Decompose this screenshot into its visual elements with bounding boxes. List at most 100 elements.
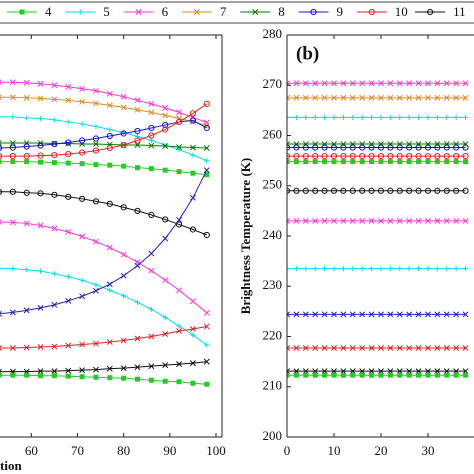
- marker: [424, 187, 432, 194]
- marker-stroke: [93, 141, 99, 147]
- marker: [340, 114, 346, 121]
- marker-circle: [203, 124, 210, 132]
- marker: [148, 211, 155, 218]
- marker: [190, 332, 196, 338]
- marker: [406, 159, 412, 165]
- marker-stroke: [134, 97, 141, 104]
- legend-label: 11: [453, 4, 466, 19]
- marker: [434, 311, 441, 318]
- marker-square: [416, 159, 422, 165]
- marker: [92, 135, 100, 142]
- marker-stroke: [359, 345, 366, 352]
- marker-stroke: [340, 80, 347, 87]
- marker-stroke: [9, 219, 16, 226]
- marker: [65, 373, 71, 379]
- marker: [120, 365, 127, 372]
- marker-square: [378, 159, 384, 165]
- marker: [176, 287, 183, 294]
- marker-square: [148, 166, 154, 172]
- marker: [162, 126, 169, 133]
- legend-label: 7: [220, 4, 227, 19]
- marker: [321, 311, 328, 318]
- marker: [162, 143, 169, 150]
- marker: [330, 144, 338, 151]
- marker-stroke: [287, 311, 290, 316]
- marker-circle: [23, 189, 30, 196]
- marker-circle: [453, 187, 460, 194]
- marker-circle: [340, 153, 347, 160]
- marker: [396, 144, 403, 151]
- marker-square: [406, 372, 412, 378]
- marker-stroke: [387, 217, 394, 224]
- marker-stroke: [65, 97, 72, 104]
- marker: [0, 218, 2, 225]
- marker-stroke: [37, 80, 44, 87]
- marker-stroke: [79, 98, 86, 105]
- marker: [287, 187, 291, 194]
- marker-square: [19, 9, 25, 15]
- marker: [135, 376, 141, 382]
- marker: [434, 80, 441, 87]
- marker: [293, 311, 300, 318]
- marker-stroke: [287, 220, 290, 224]
- marker: [287, 311, 290, 318]
- marker-stroke: [462, 345, 469, 352]
- marker-stroke: [415, 94, 422, 101]
- marker-stroke: [443, 94, 450, 101]
- marker: [51, 96, 58, 103]
- marker-stroke: [193, 9, 200, 15]
- marker: [368, 153, 375, 160]
- marker: [359, 372, 365, 378]
- marker: [65, 150, 72, 158]
- legend-box: [0, 1, 474, 24]
- marker: [148, 100, 155, 107]
- marker-stroke: [65, 367, 72, 374]
- marker-stroke: [443, 345, 450, 352]
- marker: [453, 372, 459, 378]
- marker-stroke: [359, 94, 366, 101]
- marker: [425, 159, 431, 165]
- marker-square: [79, 374, 85, 380]
- marker-stroke: [312, 311, 319, 318]
- marker: [0, 94, 2, 101]
- marker: [38, 373, 44, 379]
- marker-stroke: [331, 94, 337, 101]
- marker: [434, 266, 440, 272]
- marker-circle: [51, 151, 58, 159]
- marker-square: [463, 372, 469, 378]
- marker-stroke: [443, 311, 450, 318]
- marker: [176, 146, 182, 153]
- marker: [19, 9, 25, 15]
- marker: [368, 266, 375, 272]
- x-tick-label: 60: [25, 443, 38, 458]
- marker: [135, 9, 142, 15]
- marker: [406, 153, 413, 160]
- marker: [302, 144, 309, 151]
- marker-stroke: [51, 368, 58, 375]
- marker: [190, 170, 196, 176]
- marker-circle: [368, 153, 375, 160]
- marker-circle: [148, 211, 155, 218]
- marker-circle: [387, 153, 394, 160]
- marker-stroke: [453, 94, 460, 101]
- marker: [79, 161, 85, 167]
- marker-square: [121, 375, 127, 381]
- marker: [368, 114, 375, 121]
- marker-square: [135, 376, 141, 382]
- marker-stroke: [293, 94, 300, 101]
- marker-circle: [443, 187, 450, 194]
- marker: [378, 159, 384, 165]
- marker-stroke: [189, 360, 196, 367]
- marker-stroke: [37, 344, 44, 351]
- marker-square: [24, 372, 30, 378]
- marker-circle: [92, 135, 100, 142]
- marker-circle: [349, 144, 356, 151]
- marker-stroke: [434, 345, 441, 352]
- marker: [134, 335, 141, 342]
- marker-square: [453, 159, 459, 165]
- marker: [79, 293, 86, 300]
- marker: [204, 381, 210, 387]
- marker-square: [340, 159, 346, 165]
- marker-stroke: [9, 345, 16, 352]
- marker-circle: [287, 153, 291, 160]
